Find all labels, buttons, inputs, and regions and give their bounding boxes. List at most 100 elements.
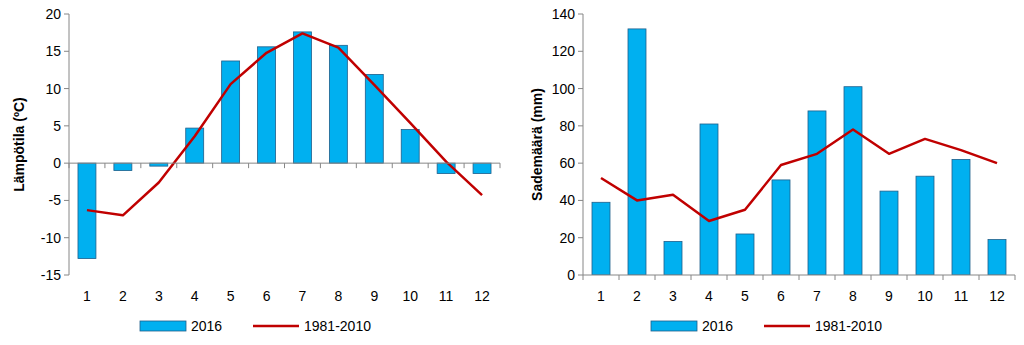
bar <box>808 111 826 275</box>
x-tick-label: 3 <box>669 288 677 304</box>
x-tick <box>428 163 429 168</box>
y-tick <box>64 125 69 126</box>
x-tick-label: 4 <box>191 288 199 304</box>
x-tick-label: 8 <box>849 288 857 304</box>
legend-label: 2016 <box>702 318 733 334</box>
y-tick <box>578 237 583 238</box>
y-tick-label: 0 <box>53 155 61 171</box>
y-tick <box>578 14 583 15</box>
y-tick-label: 20 <box>559 230 575 246</box>
x-tick <box>284 163 285 168</box>
chart: 020406080100120140Sademäärä (mm)12345678… <box>529 6 1015 334</box>
x-tick-label: 10 <box>402 288 418 304</box>
y-tick-label: 0 <box>567 267 575 283</box>
x-tick-label: 7 <box>299 288 307 304</box>
x-tick-label: 7 <box>813 288 821 304</box>
y-tick <box>64 200 69 201</box>
bar <box>916 176 934 275</box>
line <box>601 130 997 221</box>
x-tick <box>356 163 357 168</box>
line <box>87 33 482 215</box>
y-axis-label: Sademäärä (mm) <box>529 88 545 201</box>
bar <box>628 29 646 275</box>
x-tick-label: 10 <box>917 288 933 304</box>
bar <box>736 234 754 275</box>
x-tick-label: 5 <box>741 288 749 304</box>
y-tick <box>578 200 583 201</box>
x-tick-label: 1 <box>597 288 605 304</box>
y-tick-label: 120 <box>552 43 576 59</box>
y-axis-label: Lämpötila (ºC) <box>11 97 27 192</box>
y-tick-label: 5 <box>53 118 61 134</box>
bar <box>772 180 790 275</box>
x-tick-label: 2 <box>633 288 641 304</box>
bar <box>844 87 862 275</box>
y-tick-label: 15 <box>45 43 61 59</box>
legend-label: 2016 <box>191 318 222 334</box>
x-tick-label: 6 <box>777 288 785 304</box>
x-tick <box>464 163 465 168</box>
legend-swatch <box>651 321 697 331</box>
bar <box>664 241 682 275</box>
x-tick <box>176 163 177 168</box>
x-tick-label: 11 <box>439 288 454 304</box>
x-tick <box>655 275 656 280</box>
legend-swatch <box>253 325 299 328</box>
y-tick-label: 100 <box>552 81 576 97</box>
x-tick <box>583 275 584 280</box>
x-tick <box>835 275 836 280</box>
bar <box>329 45 347 163</box>
x-tick <box>619 275 620 280</box>
plot-area <box>78 32 491 259</box>
x-tick <box>727 275 728 280</box>
bar <box>952 159 970 275</box>
y-tick-label: 140 <box>552 6 576 22</box>
y-tick-label: 40 <box>559 192 575 208</box>
y-tick <box>64 275 69 276</box>
bar <box>222 61 240 163</box>
y-axis <box>69 14 70 275</box>
x-tick-label: 6 <box>263 288 271 304</box>
y-tick-label: -10 <box>41 230 61 246</box>
x-tick-label: 9 <box>370 288 378 304</box>
x-tick-label: 3 <box>155 288 163 304</box>
y-tick <box>578 275 583 276</box>
bar <box>293 32 311 163</box>
bar <box>880 191 898 275</box>
x-tick <box>248 163 249 168</box>
legend-label: 1981-2010 <box>815 318 882 334</box>
y-tick <box>64 51 69 52</box>
bar <box>258 47 276 163</box>
y-tick <box>578 125 583 126</box>
y-axis <box>583 14 584 275</box>
y-tick-label: 60 <box>559 155 575 171</box>
x-tick-label: 12 <box>474 288 490 304</box>
y-tick <box>578 88 583 89</box>
legend-swatch <box>140 321 186 331</box>
bar <box>592 202 610 275</box>
x-tick <box>979 275 980 280</box>
y-tick <box>578 51 583 52</box>
y-tick <box>64 163 69 164</box>
x-tick-label: 12 <box>989 288 1005 304</box>
x-tick-label: 5 <box>227 288 235 304</box>
y-tick-label: 20 <box>45 6 61 22</box>
y-tick-label: 10 <box>45 81 61 97</box>
x-tick-label: 4 <box>705 288 713 304</box>
x-tick <box>500 163 501 168</box>
legend-label: 1981-2010 <box>304 318 371 334</box>
y-tick-label: -15 <box>41 267 61 283</box>
x-tick-label: 2 <box>119 288 127 304</box>
x-tick <box>1015 275 1016 280</box>
x-tick-label: 8 <box>334 288 342 304</box>
x-tick <box>320 163 321 168</box>
x-tick <box>871 275 872 280</box>
bar <box>365 74 383 163</box>
x-tick <box>69 163 70 168</box>
legend-swatch <box>764 325 810 328</box>
x-tick <box>763 275 764 280</box>
x-tick <box>392 163 393 168</box>
x-tick <box>799 275 800 280</box>
x-tick <box>907 275 908 280</box>
x-tick <box>140 163 141 168</box>
